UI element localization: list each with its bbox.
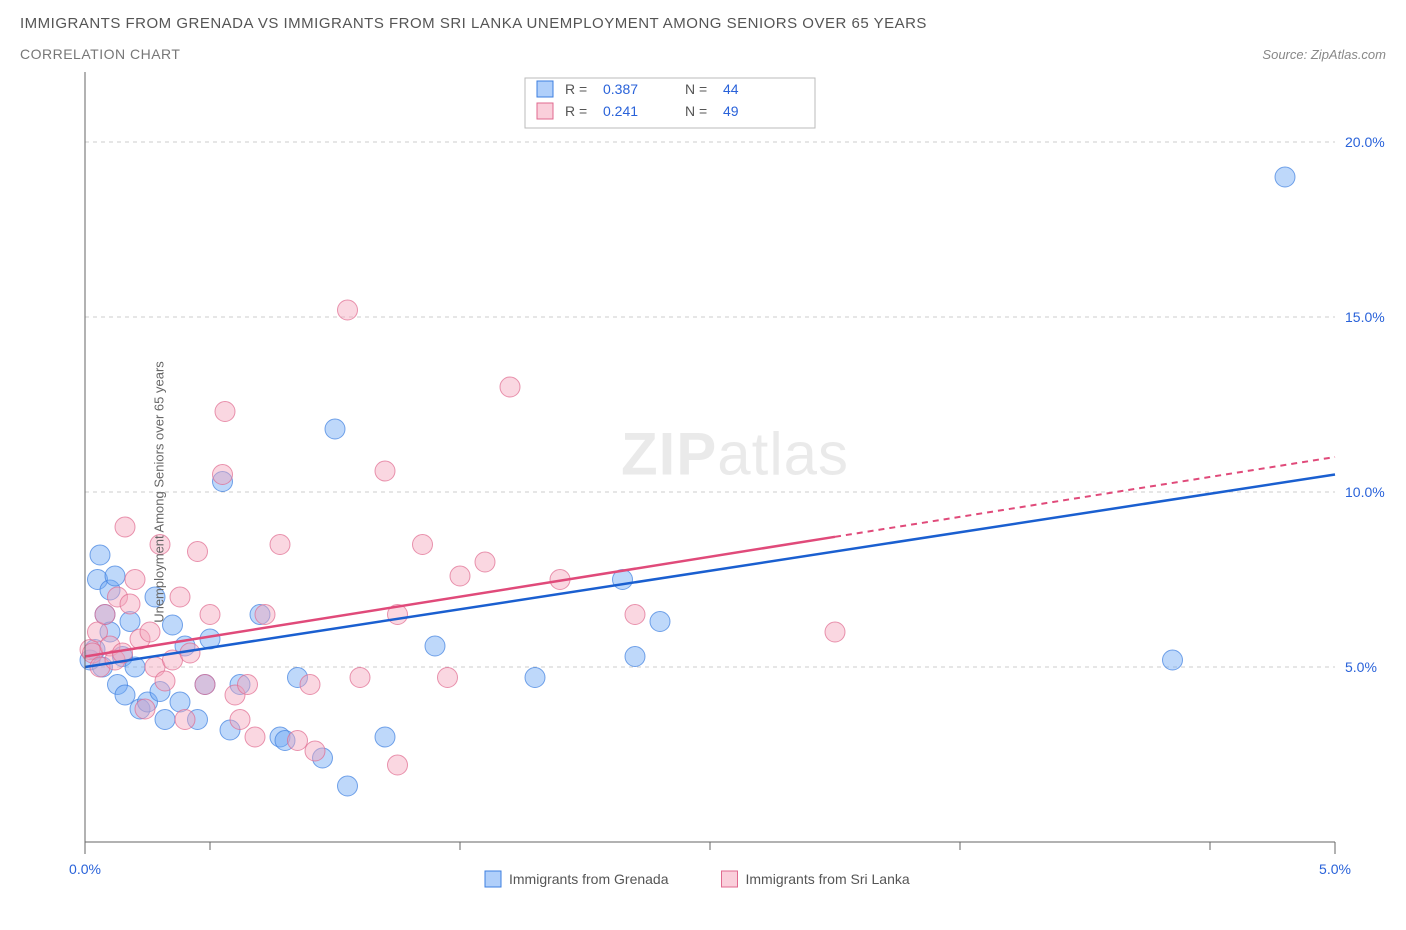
y-tick-label: 15.0% bbox=[1345, 309, 1385, 325]
data-point bbox=[245, 727, 265, 747]
data-point bbox=[475, 552, 495, 572]
y-tick-label: 20.0% bbox=[1345, 134, 1385, 150]
chart-title: IMMIGRANTS FROM GRENADA VS IMMIGRANTS FR… bbox=[20, 15, 927, 32]
data-point bbox=[170, 587, 190, 607]
y-tick-label: 5.0% bbox=[1345, 659, 1377, 675]
data-point bbox=[115, 685, 135, 705]
legend-swatch bbox=[722, 871, 738, 887]
x-tick-label: 5.0% bbox=[1319, 861, 1351, 877]
svg-text:R =: R = bbox=[565, 81, 587, 97]
chart-subtitle: CORRELATION CHART bbox=[20, 46, 927, 62]
svg-text:R =: R = bbox=[565, 103, 587, 119]
data-point bbox=[188, 542, 208, 562]
svg-text:N =: N = bbox=[685, 81, 707, 97]
data-point bbox=[200, 605, 220, 625]
chart-container: Unemployment Among Seniors over 65 years… bbox=[20, 72, 1386, 912]
data-point bbox=[300, 675, 320, 695]
data-point bbox=[105, 566, 125, 586]
data-point bbox=[1163, 650, 1183, 670]
trend-line bbox=[85, 475, 1335, 668]
data-point bbox=[238, 675, 258, 695]
data-point bbox=[525, 668, 545, 688]
source-credit: Source: ZipAtlas.com bbox=[1262, 47, 1386, 62]
data-point bbox=[230, 710, 250, 730]
data-point bbox=[625, 605, 645, 625]
data-point bbox=[375, 727, 395, 747]
data-point bbox=[170, 692, 190, 712]
x-tick-label: 0.0% bbox=[69, 861, 101, 877]
data-point bbox=[195, 675, 215, 695]
data-point bbox=[338, 300, 358, 320]
data-point bbox=[288, 731, 308, 751]
data-point bbox=[825, 622, 845, 642]
data-point bbox=[215, 402, 235, 422]
legend-swatch bbox=[537, 81, 553, 97]
legend-label: Immigrants from Sri Lanka bbox=[746, 871, 910, 887]
legend-swatch bbox=[485, 871, 501, 887]
data-point bbox=[125, 570, 145, 590]
stat-n: 49 bbox=[723, 103, 739, 119]
data-point bbox=[135, 699, 155, 719]
data-point bbox=[375, 461, 395, 481]
scatter-chart: 5.0% 10.0% 15.0% 20.0% ZIPatlas 0.0% 5.0% R = 0.… bbox=[20, 72, 1386, 912]
data-point bbox=[350, 668, 370, 688]
data-point bbox=[120, 594, 140, 614]
data-point bbox=[175, 710, 195, 730]
data-point bbox=[270, 535, 290, 555]
stat-n: 44 bbox=[723, 81, 739, 97]
y-tick-label: 10.0% bbox=[1345, 484, 1385, 500]
data-point bbox=[95, 605, 115, 625]
data-point bbox=[650, 612, 670, 632]
data-point bbox=[388, 755, 408, 775]
stat-r: 0.241 bbox=[603, 103, 638, 119]
data-point bbox=[325, 419, 345, 439]
header: IMMIGRANTS FROM GRENADA VS IMMIGRANTS FR… bbox=[20, 15, 1386, 62]
data-point bbox=[450, 566, 470, 586]
stat-r: 0.387 bbox=[603, 81, 638, 97]
data-point bbox=[155, 710, 175, 730]
data-point bbox=[305, 741, 325, 761]
trend-line-dashed bbox=[835, 457, 1335, 537]
watermark: ZIPatlas bbox=[621, 421, 849, 488]
legend-swatch bbox=[537, 103, 553, 119]
data-point bbox=[140, 622, 160, 642]
legend-label: Immigrants from Grenada bbox=[509, 871, 669, 887]
data-point bbox=[338, 776, 358, 796]
data-point bbox=[625, 647, 645, 667]
data-point bbox=[438, 668, 458, 688]
data-point bbox=[213, 465, 233, 485]
data-point bbox=[90, 545, 110, 565]
data-point bbox=[155, 671, 175, 691]
data-point bbox=[115, 517, 135, 537]
y-axis-label: Unemployment Among Seniors over 65 years bbox=[151, 361, 166, 623]
data-point bbox=[255, 605, 275, 625]
svg-text:N =: N = bbox=[685, 103, 707, 119]
data-point bbox=[500, 377, 520, 397]
data-point bbox=[425, 636, 445, 656]
data-point bbox=[413, 535, 433, 555]
data-point bbox=[1275, 167, 1295, 187]
